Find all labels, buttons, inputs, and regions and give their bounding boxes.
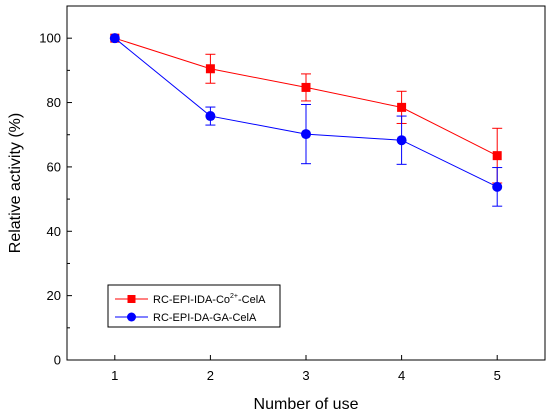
plot-area: 1 2 3 4 5 0 20 40 60 80 100	[39, 5, 546, 383]
point-s1-x2	[205, 64, 215, 74]
x-tick-label-1: 1	[111, 368, 118, 383]
legend-marker-series-2	[127, 312, 136, 322]
legend-label-series-1: RC-EPI-IDA-Co2+-CelA	[153, 293, 266, 306]
point-s2-x2	[205, 111, 216, 122]
point-s2-x5	[492, 181, 503, 192]
point-s2-x1	[109, 33, 120, 44]
y-tick-label-100: 100	[39, 31, 61, 46]
x-axis-label: Number of use	[254, 396, 359, 413]
x-tick-label-3: 3	[302, 368, 309, 383]
legend: RC-EPI-IDA-Co2+-CelA RC-EPI-DA-GA-CelA	[107, 284, 281, 328]
point-s2-x3	[301, 129, 311, 140]
y-tick-label-60: 60	[47, 159, 61, 174]
point-s1-x4	[397, 102, 407, 112]
point-s2-x4	[396, 135, 407, 146]
legend-box	[107, 284, 281, 328]
y-axis-label: Relative activity (%)	[7, 113, 24, 253]
point-s1-x3	[301, 82, 311, 92]
y-tick-label-40: 40	[47, 224, 61, 239]
x-tick-label-4: 4	[398, 368, 405, 383]
x-tick-label-2: 2	[207, 368, 214, 383]
x-tick-label-5: 5	[494, 368, 501, 383]
point-s1-x5	[492, 151, 502, 161]
y-tick-label-20: 20	[47, 288, 61, 303]
legend-marker-series-1	[127, 295, 136, 303]
y-tick-label-80: 80	[47, 95, 61, 110]
y-tick-label-0: 0	[54, 353, 61, 368]
legend-label-series-2: RC-EPI-DA-GA-CelA	[153, 312, 257, 324]
